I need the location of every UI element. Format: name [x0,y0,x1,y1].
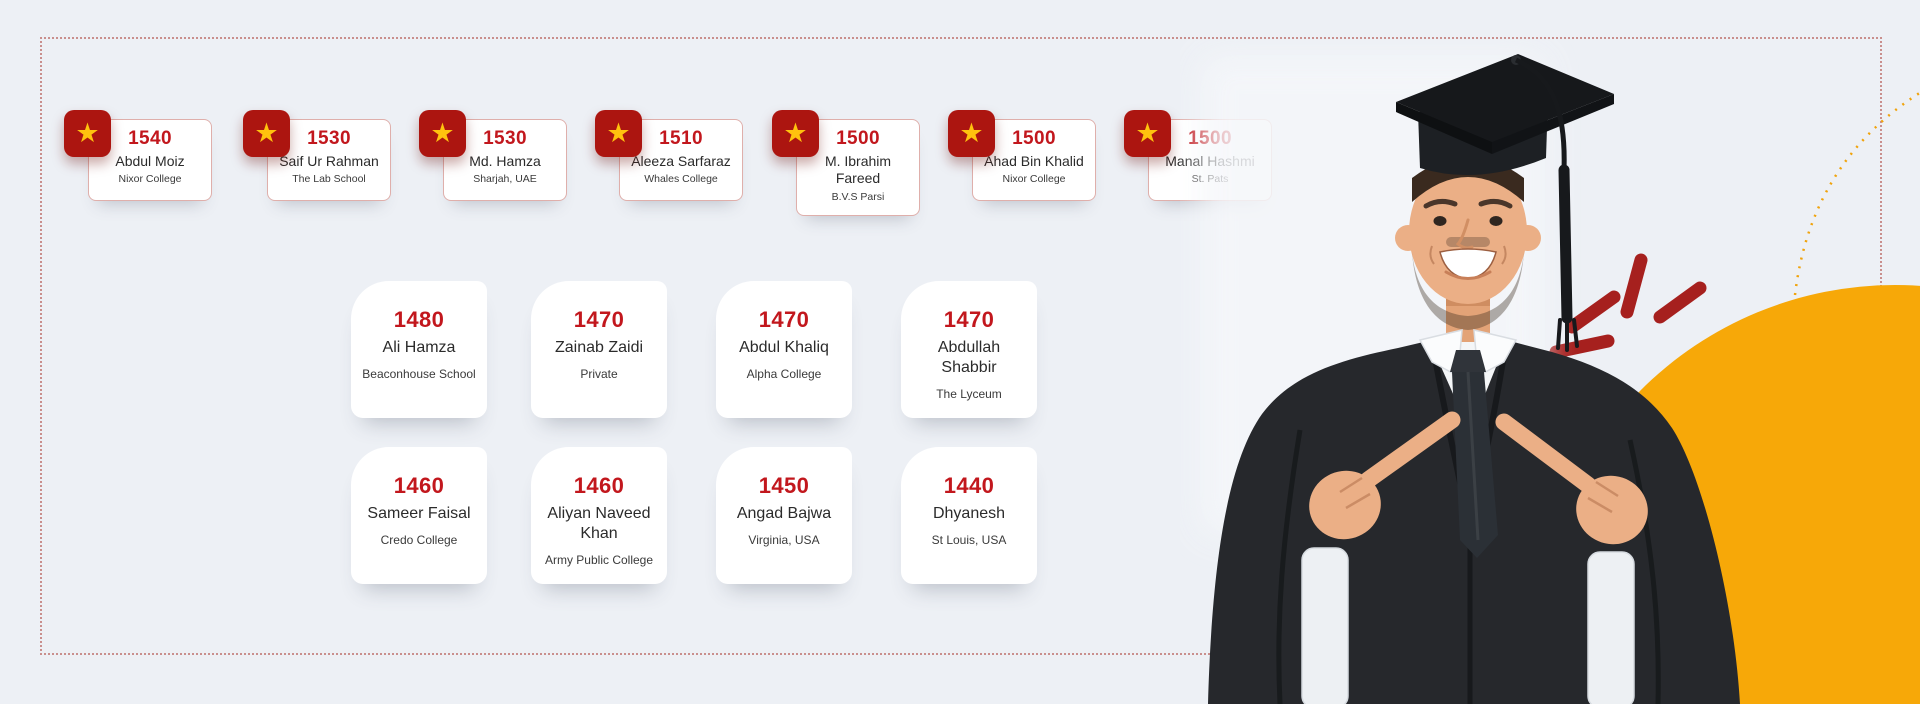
star-icon: ★ [959,118,984,148]
student-name: Aliyan Naveed Khan [547,505,651,543]
star-badge: ★ [772,110,819,157]
score-value: 1460 [393,473,445,498]
score-card: 1470 Abdullah Shabbir The Lyceum [901,281,1037,418]
student-name: Zainab Zaidi [554,339,644,357]
score-card: 1440 Dhyanesh St Louis, USA [901,447,1037,584]
score-card: ★ 1510 Aleeza Sarfaraz Whales College [595,110,743,201]
student-name: Abdullah Shabbir [937,339,1001,377]
score-card: 1480 Ali Hamza Beaconhouse School [351,281,487,418]
score-value: 1480 [393,307,445,332]
student-school: The Lab School [292,173,366,186]
graduation-cap [1396,54,1614,352]
score-card: 1460 Sameer Faisal Credo College [351,447,487,584]
star-icon: ★ [1135,118,1160,148]
student-name: Saif Ur Rahman [279,152,379,169]
collar-and-tie [1418,329,1518,558]
score-card: ★ 1500 Ahad Bin Khalid Nixor College [948,110,1096,201]
score-value: 1450 [758,473,810,498]
student-school: Alpha College [746,367,822,382]
score-value: 1460 [573,473,625,498]
score-card: 1470 Abdul Khaliq Alpha College [716,281,852,418]
star-badge: ★ [243,110,290,157]
student-name: Ali Hamza [382,339,456,357]
right-hand [1495,413,1648,704]
left-hand [1301,411,1461,704]
student-name: M. Ibrahim Fareed [824,152,892,187]
student-school: B.V.S Parsi [831,190,885,203]
star-badge: ★ [64,110,111,157]
score-value: 1510 [659,128,703,149]
student-name: Aleeza Sarfaraz [631,152,731,169]
star-badge: ★ [948,110,995,157]
score-card: ★ 1540 Abdul Moiz Nixor College [64,110,212,201]
student-school: Army Public College [544,553,654,568]
student-name: Abdul Moiz [115,152,185,169]
dashed-arc-decoration [1793,91,1920,296]
star-badge: ★ [419,110,466,157]
student-name: Ahad Bin Khalid [984,152,1084,169]
star-icon: ★ [606,118,631,148]
star-icon: ★ [430,118,455,148]
student-name: Sameer Faisal [367,505,471,523]
student-name: Dhyanesh [932,505,1006,523]
score-value: 1500 [1012,128,1056,149]
student-school: Nixor College [1002,173,1066,186]
score-value: 1470 [943,307,995,332]
star-icon: ★ [254,118,279,148]
tassel [1514,57,1579,352]
score-card: ★ 1530 Saif Ur Rahman The Lab School [243,110,391,201]
student-school: Nixor College [118,173,182,186]
score-value: 1500 [836,128,880,149]
burst-icon [1549,253,1707,359]
score-card: ★ 1530 Md. Hamza Sharjah, UAE [419,110,567,201]
score-value: 1440 [943,473,995,498]
student-school: The Lyceum [936,387,1002,402]
student-school: Private [580,367,618,382]
score-card: 1470 Zainab Zaidi Private [531,281,667,418]
star-badge: ★ [1124,110,1171,157]
score-value: 1470 [758,307,810,332]
score-value: 1530 [307,128,351,149]
score-value: 1540 [128,128,172,149]
student-school: Sharjah, UAE [473,173,537,186]
student-school: Beaconhouse School [362,367,476,382]
star-icon: ★ [75,118,100,148]
student-name: Abdul Khaliq [739,339,829,357]
student-name: Md. Hamza [469,152,541,169]
star-icon: ★ [783,118,808,148]
student-name: Angad Bajwa [736,505,832,523]
score-card: 1460 Aliyan Naveed Khan Army Public Coll… [531,447,667,584]
student-school: Credo College [380,533,458,548]
score-card: ★ 1500 M. Ibrahim Fareed B.V.S Parsi [772,110,920,216]
graduate-photo [1200,54,1740,704]
score-value: 1530 [483,128,527,149]
score-card: 1450 Angad Bajwa Virginia, USA [716,447,852,584]
student-school: Whales College [644,173,718,186]
star-badge: ★ [595,110,642,157]
score-value: 1470 [573,307,625,332]
student-school: St Louis, USA [931,533,1007,548]
student-school: Virginia, USA [748,533,820,548]
